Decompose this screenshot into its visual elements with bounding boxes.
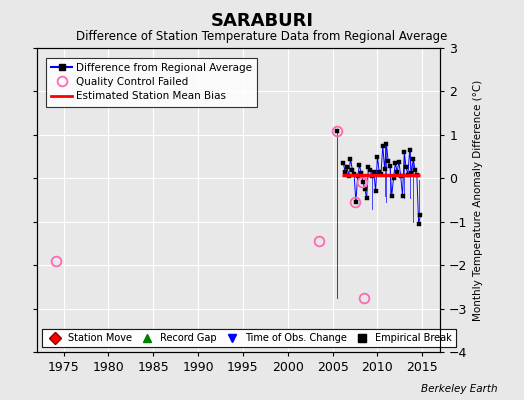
Text: Berkeley Earth: Berkeley Earth (421, 384, 498, 394)
Text: Difference of Station Temperature Data from Regional Average: Difference of Station Temperature Data f… (77, 30, 447, 43)
Legend: Station Move, Record Gap, Time of Obs. Change, Empirical Break: Station Move, Record Gap, Time of Obs. C… (41, 329, 455, 347)
Y-axis label: Monthly Temperature Anomaly Difference (°C): Monthly Temperature Anomaly Difference (… (473, 79, 483, 321)
Text: SARABURI: SARABURI (211, 12, 313, 30)
